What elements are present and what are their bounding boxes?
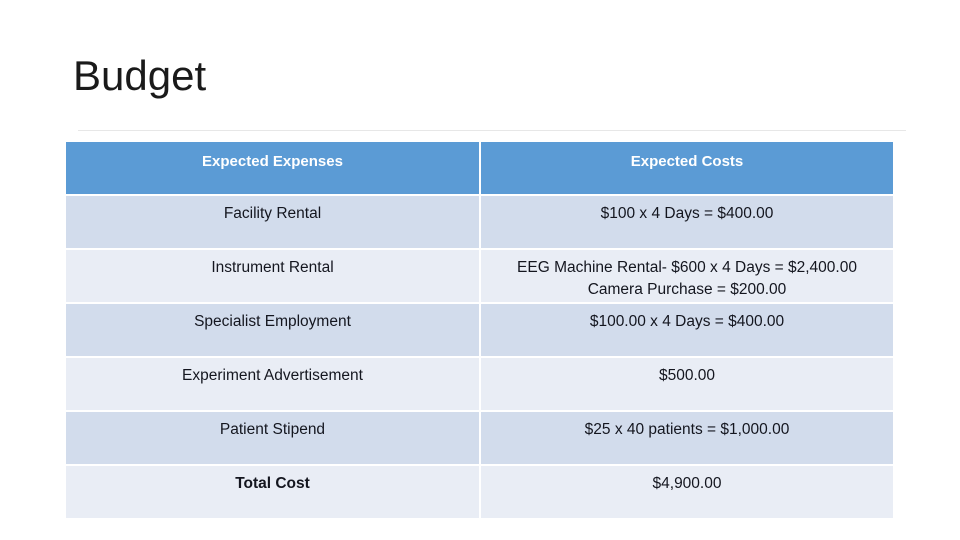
title-divider-line [78,130,906,131]
expense-cell-instrument-rental: Instrument Rental [66,250,479,302]
expense-cell-patient-stipend: Patient Stipend [66,412,479,464]
cost-cell-facility-rental: $100 x 4 Days = $400.00 [481,196,893,248]
slide-title: Budget [73,52,207,99]
cost-line-camera-purchase: Camera Purchase = $200.00 [587,280,787,298]
table-header-expected-expenses: Expected Expenses [66,142,479,194]
cost-line-eeg-machine-rental: EEG Machine Rental- $600 x 4 Days = $2,4… [517,259,857,276]
cost-cell-instrument-rental: EEG Machine Rental- $600 x 4 Days = $2,4… [481,250,893,302]
cost-cell-patient-stipend: $25 x 40 patients = $1,000.00 [481,412,893,464]
budget-table: Expected Expenses Expected Costs Facilit… [66,142,893,518]
cost-cell-specialist-employment: $100.00 x 4 Days = $400.00 [481,304,893,356]
expense-cell-specialist-employment: Specialist Employment [66,304,479,356]
expense-cell-total-cost: Total Cost [66,466,479,518]
cost-cell-total-cost: $4,900.00 [481,466,893,518]
table-header-expected-costs: Expected Costs [481,142,893,194]
cost-cell-experiment-advertisement: $500.00 [481,358,893,410]
expense-cell-experiment-advertisement: Experiment Advertisement [66,358,479,410]
expense-cell-facility-rental: Facility Rental [66,196,479,248]
